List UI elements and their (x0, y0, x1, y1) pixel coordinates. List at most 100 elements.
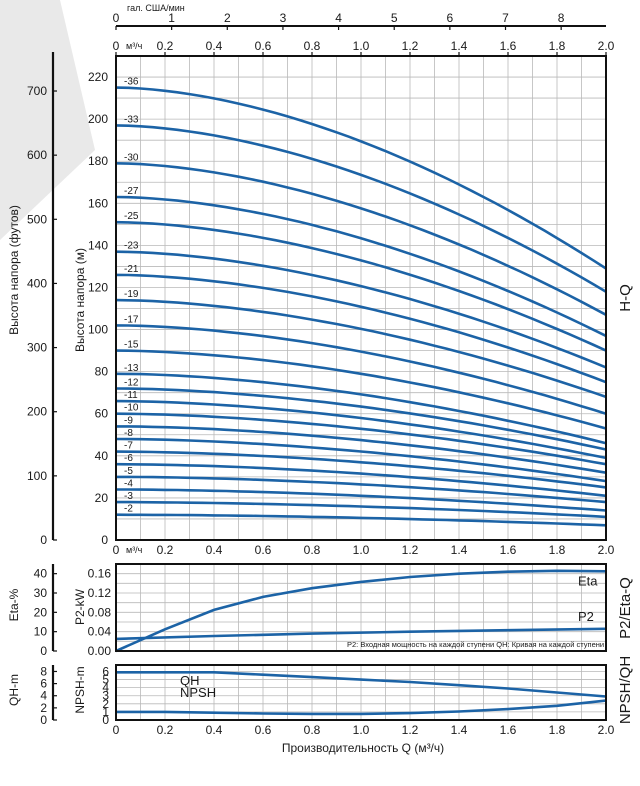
y-tick-p2: 0.00 (88, 644, 112, 658)
p2-curve-label: P2 (578, 609, 594, 624)
hq-curve-label: -4 (124, 478, 133, 489)
x-tick-mid: 1.6 (500, 543, 517, 557)
y-axis-label-p2: P2-kW (73, 588, 87, 625)
y-tick-m: 20 (95, 491, 109, 505)
hq-curve-label: -30 (124, 152, 139, 163)
x-tick-mid: 1.4 (451, 543, 468, 557)
y-tick-npsh: 0 (102, 713, 109, 727)
y-axis-label-ft: Высота напора (футов) (7, 205, 21, 335)
side-label-npshqh: NPSH/QH (617, 656, 634, 724)
y-tick-qh: 0 (40, 713, 47, 727)
y-tick-ft: 200 (27, 405, 47, 419)
hq-curve-stage-6 (115, 462, 607, 498)
p2-curve (115, 627, 607, 641)
gpm-tick: 3 (280, 11, 287, 25)
hq-curve-label: -10 (124, 403, 139, 414)
y-tick-ft: 500 (27, 212, 47, 226)
y-tick-ft: 100 (27, 469, 47, 483)
y-tick-ft: 300 (27, 341, 47, 355)
p2-qh-note: P2: Входная мощность на каждой ступени Q… (347, 640, 604, 649)
y-tick-qh: 2 (40, 701, 47, 715)
side-label-p2eta: P2/Eta-Q (617, 577, 634, 639)
hq-curve-stage-11 (115, 399, 607, 460)
npsh-curve (116, 699, 607, 716)
hq-curve-stage-19 (115, 298, 607, 399)
gpm-tick: 4 (335, 11, 342, 25)
y-tick-npsh: 2 (102, 697, 109, 711)
hq-curve-stage-3 (116, 500, 607, 519)
hq-curve-label: -15 (124, 340, 139, 351)
gpm-tick: 8 (558, 11, 565, 25)
hq-curve-label: -25 (124, 211, 139, 222)
gpm-tick: 0 (113, 11, 120, 25)
x-unit-mid: м³/ч (126, 545, 143, 555)
y-axis-label-eta: Eta-% (7, 588, 21, 621)
hq-curve-label: -17 (124, 314, 139, 325)
x-tick-top: 1.6 (500, 39, 517, 53)
corner-decoration (0, 0, 95, 240)
hq-curve-label: -3 (124, 491, 133, 502)
npsh-curve-label: NPSH (180, 685, 216, 700)
x-tick-mid: 0.6 (255, 543, 272, 557)
eta-curve-label: Eta (578, 573, 598, 588)
hq-curve-label: -36 (124, 77, 139, 88)
x-tick-mid: 0 (113, 543, 120, 557)
y-tick-qh: 4 (40, 689, 47, 703)
x-tick-top: 0.6 (255, 39, 272, 53)
y-tick-m: 200 (88, 112, 108, 126)
x-unit-top: м³/ч (126, 41, 143, 51)
hq-curve-label: -12 (124, 377, 139, 388)
gpm-tick: 2 (224, 11, 231, 25)
x-tick-top: 1.4 (451, 39, 468, 53)
x-tick-mid: 2.0 (598, 543, 615, 557)
hq-curve-label: -21 (124, 264, 139, 275)
hq-curve-stage-30 (115, 162, 607, 316)
x-tick-top: 0.4 (206, 39, 223, 53)
y-tick-eta: 40 (34, 567, 48, 581)
x-tick-bottom: 1.0 (353, 723, 370, 737)
x-tick-bottom: 1.8 (549, 723, 566, 737)
x-tick-bottom: 0.2 (157, 723, 174, 737)
gpm-tick: 1 (168, 11, 175, 25)
y-tick-ft: 0 (40, 533, 47, 547)
y-tick-npsh: 3 (102, 689, 109, 703)
hq-curve-stage-33 (115, 124, 607, 293)
x-tick-top: 2.0 (598, 39, 615, 53)
gpm-tick: 6 (447, 11, 454, 25)
y-axis-label-m: Высота напора (м) (73, 248, 87, 352)
y-tick-m: 100 (88, 323, 108, 337)
x-tick-top: 0.8 (304, 39, 321, 53)
x-tick-top: 1.8 (549, 39, 566, 53)
hq-curve-label: -23 (124, 241, 139, 252)
panel-frame (115, 664, 607, 721)
hq-curve-label: -33 (124, 114, 139, 125)
y-tick-ft: 700 (27, 84, 47, 98)
y-tick-qh: 6 (40, 677, 47, 691)
gpm-unit-label: гал. США/мин (127, 3, 185, 13)
x-tick-bottom: 0 (113, 723, 120, 737)
hq-curve-label: -8 (124, 428, 133, 439)
y-tick-p2: 0.12 (88, 586, 112, 600)
y-axis-label-qh: QH-m (7, 674, 21, 706)
y-tick-m: 60 (95, 407, 109, 421)
hq-curve-label: -2 (124, 504, 133, 515)
x-tick-bottom: 1.6 (500, 723, 517, 737)
y-tick-p2: 0.08 (88, 605, 112, 619)
qh-curve (116, 670, 607, 698)
gpm-tick: 5 (391, 11, 398, 25)
x-tick-bottom: 0.4 (206, 723, 223, 737)
hq-curve-stage-25 (115, 220, 607, 352)
x-axis-title: Производительность Q (м³/ч) (282, 741, 444, 755)
hq-curve-stage-2 (115, 513, 607, 527)
y-tick-eta: 10 (34, 625, 48, 639)
panel-frame (115, 563, 607, 652)
y-tick-p2: 0.16 (88, 567, 112, 581)
hq-curve-stage-9 (116, 425, 607, 474)
x-tick-bottom: 1.4 (451, 723, 468, 737)
hq-curve-stage-15 (115, 349, 607, 430)
hq-curve-stage-10 (115, 412, 607, 466)
side-label-hq: H-Q (617, 284, 634, 312)
hq-curve-stage-8 (115, 437, 607, 483)
y-tick-m: 140 (88, 238, 108, 252)
